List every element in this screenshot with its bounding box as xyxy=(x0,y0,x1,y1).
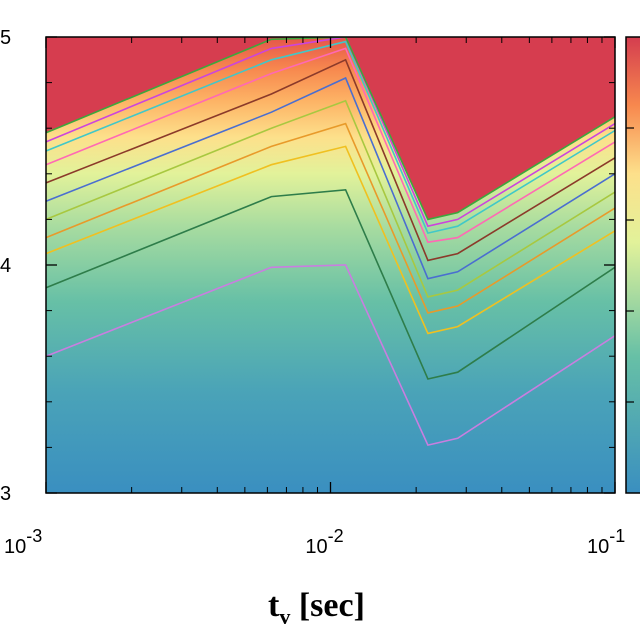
contour-line-7 xyxy=(46,58,615,262)
contour-line-10 xyxy=(46,37,615,228)
y-tick-label: 5 xyxy=(0,27,11,49)
x-tick-label: 10-2 xyxy=(305,526,343,558)
axes: 10-3 10-2 10-1 5 4 3 xyxy=(0,27,625,558)
colorbar xyxy=(625,36,640,494)
contour-line-9 xyxy=(46,40,615,235)
contour-line-6 xyxy=(46,76,615,280)
x-tick-label: 10-3 xyxy=(4,526,42,558)
contour-line-1 xyxy=(46,264,615,447)
contour-lines xyxy=(46,37,615,447)
saturated-region xyxy=(46,37,615,220)
x-axis-label: tv [sec] xyxy=(268,587,365,629)
contour-line-11 xyxy=(46,37,615,221)
colorbar-gradient xyxy=(625,36,640,494)
contour-line-8 xyxy=(46,47,615,244)
x-tick-label: 10-1 xyxy=(587,526,625,558)
contour-line-5 xyxy=(46,99,615,298)
contour-line-4 xyxy=(46,122,615,314)
contour-line-2 xyxy=(46,188,615,380)
y-tick-label: 4 xyxy=(0,255,11,277)
y-tick-label: 3 xyxy=(0,483,11,505)
contour-line-3 xyxy=(46,145,615,335)
